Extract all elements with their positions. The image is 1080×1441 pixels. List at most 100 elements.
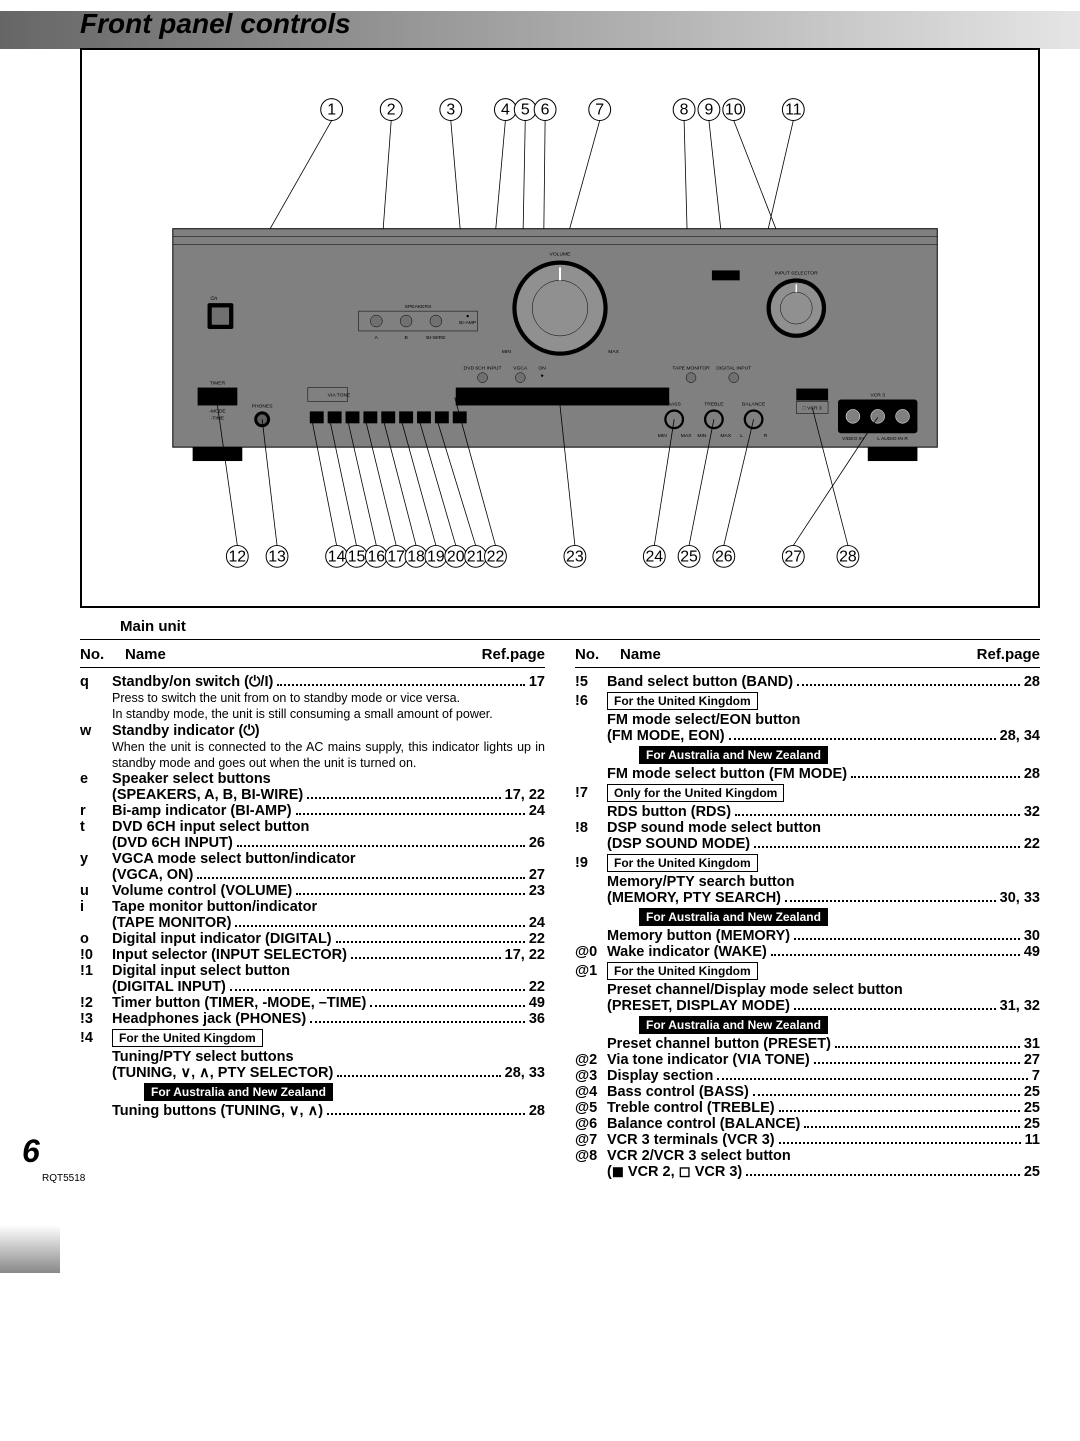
svg-text:5: 5 <box>521 102 530 119</box>
svg-text:DVD 6CH INPUT: DVD 6CH INPUT <box>464 366 502 372</box>
col-header-right: No. Name Ref.page <box>575 646 1040 668</box>
svg-text:R: R <box>764 433 768 439</box>
svg-text:8: 8 <box>680 102 689 119</box>
entry-line: @3Display section7 <box>575 1068 1040 1084</box>
region-badge: For Australia and New Zealand <box>639 746 828 764</box>
main-unit-label: Main unit <box>120 618 1040 635</box>
entry-line: (VGCA, ON)27 <box>80 867 545 883</box>
entry-line: (PRESET, DISPLAY MODE)31, 32 <box>575 998 1040 1014</box>
entry-line: Tuning buttons (TUNING, ∨, ∧)28 <box>80 1103 545 1119</box>
page-number-gradient <box>0 1225 60 1273</box>
svg-text:27: 27 <box>784 548 802 565</box>
entry-line: (◼ VCR 2, ◻ VCR 3)25 <box>575 1164 1040 1180</box>
region-line: For Australia and New Zealand <box>575 744 1040 766</box>
svg-text:21: 21 <box>467 548 485 565</box>
svg-text:■ VCR 2: ■ VCR 2 <box>803 393 822 399</box>
svg-text:13: 13 <box>268 548 286 565</box>
svg-text:VGCA: VGCA <box>513 366 528 372</box>
svg-text:22: 22 <box>487 548 505 565</box>
region-line: For Australia and New Zealand <box>575 1014 1040 1036</box>
entry-line: oDigital input indicator (DIGITAL)22 <box>80 931 545 947</box>
region-line: !7Only for the United Kingdom <box>575 782 1040 804</box>
svg-text:DIGITAL INPUT: DIGITAL INPUT <box>716 366 751 372</box>
svg-text:VCR 3: VCR 3 <box>870 393 885 399</box>
svg-text:TREBLE: TREBLE <box>704 401 724 407</box>
entry-line: Tuning/PTY select buttons <box>80 1049 545 1065</box>
svg-text:ON: ON <box>538 366 546 372</box>
entry-line: !1Digital input select button <box>80 963 545 979</box>
svg-text:20: 20 <box>447 548 465 565</box>
entry-line: tDVD 6CH input select button <box>80 819 545 835</box>
entry-line: @0Wake indicator (WAKE)49 <box>575 944 1040 960</box>
entry-line: (TAPE MONITOR)24 <box>80 915 545 931</box>
region-line: @1For the United Kingdom <box>575 960 1040 982</box>
region-badge: For the United Kingdom <box>607 962 758 980</box>
entry-line: iTape monitor button/indicator <box>80 899 545 915</box>
region-line: For Australia and New Zealand <box>575 906 1040 928</box>
region-badge: For the United Kingdom <box>607 854 758 872</box>
svg-text:19: 19 <box>427 548 445 565</box>
svg-text:25: 25 <box>680 548 698 565</box>
svg-text:14: 14 <box>328 548 346 565</box>
entry-line: @4Bass control (BASS)25 <box>575 1084 1040 1100</box>
svg-text:4: 4 <box>501 102 510 119</box>
svg-text:VOLUME: VOLUME <box>550 252 572 258</box>
entry-line: RDS button (RDS)32 <box>575 804 1040 820</box>
svg-text:BALANCE: BALANCE <box>742 401 766 407</box>
col-header-left: No. Name Ref.page <box>80 646 545 668</box>
svg-text:L AUDIO IN R: L AUDIO IN R <box>877 436 908 442</box>
entry-line: eSpeaker select buttons <box>80 771 545 787</box>
entry-line: Memory/PTY search button <box>575 874 1040 890</box>
svg-text:PHONES: PHONES <box>252 403 274 409</box>
entry-line: rBi-amp indicator (BI-AMP)24 <box>80 803 545 819</box>
svg-text:26: 26 <box>715 548 733 565</box>
region-badge: For Australia and New Zealand <box>144 1083 333 1101</box>
region-badge: Only for the United Kingdom <box>607 784 784 802</box>
entry-line: (SPEAKERS, A, B, BI-WIRE)17, 22 <box>80 787 545 803</box>
entry-line: FM mode select button (FM MODE)28 <box>575 766 1040 782</box>
svg-text:VIA TONE: VIA TONE <box>328 393 351 399</box>
entry-line: yVGCA mode select button/indicator <box>80 851 545 867</box>
entry-line: Preset channel/Display mode select butto… <box>575 982 1040 998</box>
region-badge: For the United Kingdom <box>607 692 758 710</box>
diagram-frame: 1234567891011 VOLUME MIN MAX <box>80 48 1040 608</box>
front-panel-diagram: 1234567891011 VOLUME MIN MAX <box>82 50 1038 606</box>
svg-text:MAX: MAX <box>720 433 731 439</box>
svg-text:16: 16 <box>367 548 385 565</box>
region-badge: For the United Kingdom <box>112 1029 263 1047</box>
entry-line: Memory button (MEMORY)30 <box>575 928 1040 944</box>
svg-text:10: 10 <box>725 102 743 119</box>
region-line: !9For the United Kingdom <box>575 852 1040 874</box>
region-line: For Australia and New Zealand <box>80 1081 545 1103</box>
entry-line: @6Balance control (BALANCE)25 <box>575 1116 1040 1132</box>
entry-line: (DVD 6CH INPUT)26 <box>80 835 545 851</box>
entry-line: (DIGITAL INPUT)22 <box>80 979 545 995</box>
svg-text:DIGITAL: DIGITAL <box>716 273 735 279</box>
entry-line: !2Timer button (TIMER, -MODE, –TIME)49 <box>80 995 545 1011</box>
region-line: !4For the United Kingdom <box>80 1027 545 1049</box>
svg-text:BI-WIRE: BI-WIRE <box>426 335 446 341</box>
svg-text:VIDEO IN: VIDEO IN <box>842 436 864 442</box>
svg-text:INPUT SELECTOR: INPUT SELECTOR <box>775 270 818 276</box>
svg-text:BASS: BASS <box>668 401 682 407</box>
svg-text:2: 2 <box>387 102 396 119</box>
entry-line: @5Treble control (TREBLE)25 <box>575 1100 1040 1116</box>
page-title: Front panel controls <box>80 0 1040 48</box>
svg-text:TIMER: TIMER <box>210 381 226 387</box>
svg-text:11: 11 <box>785 102 802 119</box>
svg-text:MAX: MAX <box>608 349 619 355</box>
entry-line: !0Input selector (INPUT SELECTOR)17, 22 <box>80 947 545 963</box>
region-badge: For Australia and New Zealand <box>639 1016 828 1034</box>
entry-line: !5Band select button (BAND)28 <box>575 674 1040 690</box>
reference-columns: No. Name Ref.page qStandby/on switch (⏻/… <box>80 646 1040 1180</box>
svg-text:17: 17 <box>387 548 405 565</box>
svg-text:3: 3 <box>446 102 455 119</box>
svg-text:23: 23 <box>566 548 584 565</box>
doc-id: RQT5518 <box>42 1173 85 1184</box>
svg-text:28: 28 <box>839 548 857 565</box>
entry-line: !8DSP sound mode select button <box>575 820 1040 836</box>
svg-text:15: 15 <box>348 548 366 565</box>
entry-line: FM mode select/EON button <box>575 712 1040 728</box>
entry-line: (FM MODE, EON)28, 34 <box>575 728 1040 744</box>
entry-line: @8VCR 2/VCR 3 select button <box>575 1148 1040 1164</box>
